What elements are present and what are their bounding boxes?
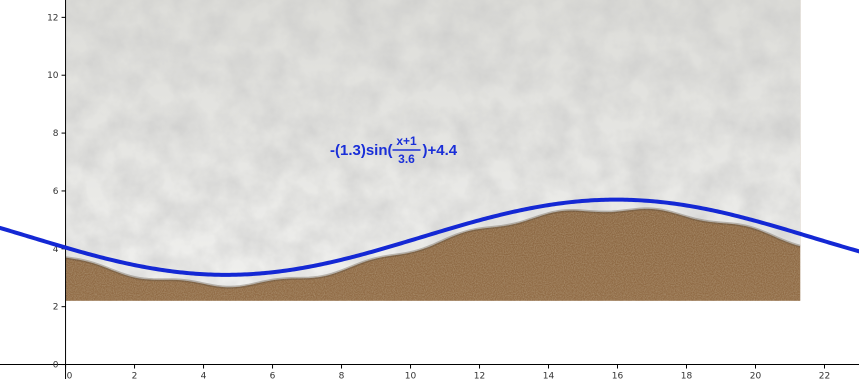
x-tick-label: 12 bbox=[474, 372, 485, 379]
x-axis-ticks: 0 2 4 6 8 10 12 14 16 18 20 22 bbox=[65, 364, 830, 379]
formula-numerator: x+1 bbox=[396, 134, 417, 148]
beach-photo-background bbox=[65, 0, 801, 301]
x-tick-label: 22 bbox=[819, 372, 830, 379]
x-tick-label: 0 bbox=[67, 372, 73, 379]
x-tick-label: 6 bbox=[270, 372, 276, 379]
y-tick-label: 6 bbox=[53, 187, 59, 197]
x-tick-label: 8 bbox=[339, 372, 345, 379]
y-tick-label: 4 bbox=[53, 245, 59, 255]
y-tick-label: 2 bbox=[53, 303, 59, 313]
foam-texture bbox=[65, 0, 801, 288]
x-tick-label: 18 bbox=[681, 372, 693, 379]
y-tick-label: 0 bbox=[53, 361, 59, 371]
x-tick-label: 16 bbox=[612, 372, 624, 379]
x-tick-label: 2 bbox=[132, 372, 138, 379]
formula-prefix: -(1.3)sin( bbox=[330, 142, 393, 159]
x-tick-label: 10 bbox=[405, 372, 417, 379]
formula-denominator: 3.6 bbox=[398, 152, 415, 166]
x-tick-label: 20 bbox=[750, 372, 762, 379]
y-tick-label: 10 bbox=[47, 71, 59, 81]
formula-suffix: )+4.4 bbox=[423, 142, 458, 159]
formula-label[interactable]: -(1.3)sin( x+1 3.6 )+4.4 bbox=[330, 134, 458, 166]
x-tick-label: 14 bbox=[543, 372, 555, 379]
foam-shadow-edge bbox=[65, 207, 801, 289]
y-axis-ticks: 0 2 4 6 8 10 12 bbox=[47, 13, 66, 371]
y-tick-label: 8 bbox=[53, 129, 59, 139]
sine-curve-series[interactable] bbox=[0, 197, 859, 277]
x-tick-label: 4 bbox=[201, 372, 207, 379]
y-tick-label: 12 bbox=[47, 13, 58, 23]
